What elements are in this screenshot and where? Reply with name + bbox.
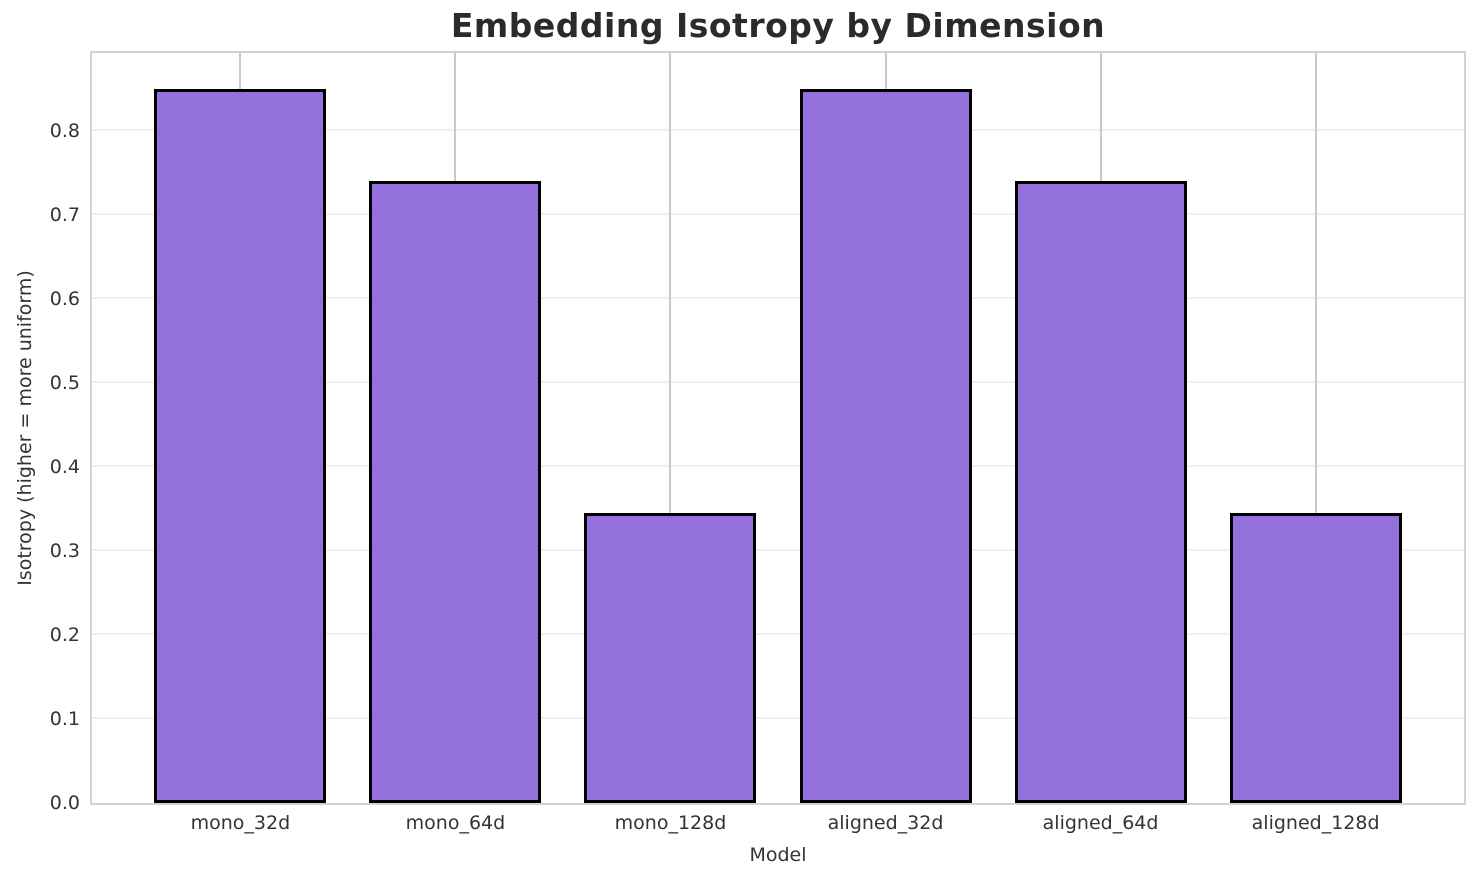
y-axis-label: Isotropy (higher = more uniform) (14, 270, 36, 586)
y-axis-tick-labels: 0.0 0.1 0.2 0.3 0.4 0.5 0.6 0.7 0.8 (0, 53, 80, 814)
y-tick-label: 0.6 (49, 287, 80, 310)
x-tick-label: aligned_32d (827, 812, 944, 834)
h-gridline (92, 464, 1464, 467)
x-axis-tick-labels: mono_32d mono_64d mono_128d aligned_32d alig… (92, 812, 1464, 838)
v-gridline (1314, 53, 1317, 803)
x-tick-label: aligned_64d (1042, 812, 1159, 834)
bar-mono_64d (369, 181, 542, 803)
x-tick-label: mono_128d (614, 812, 727, 834)
y-tick-label: 0.8 (49, 119, 80, 142)
chart-title: Embedding Isotropy by Dimension (450, 6, 1106, 45)
y-tick-label: 0.4 (49, 455, 80, 478)
bar-mono_32d (154, 88, 327, 803)
y-tick-label: 0.0 (49, 792, 80, 814)
y-tick-label: 0.5 (49, 371, 80, 394)
x-tick-label: mono_64d (405, 812, 506, 834)
bar-aligned_128d (1229, 513, 1402, 803)
x-axis-label: Model (749, 844, 807, 866)
x-tick-label: aligned_128d (1251, 812, 1380, 834)
h-gridline (92, 548, 1464, 551)
bar-aligned_64d (1014, 181, 1187, 803)
y-tick-label: 0.3 (49, 539, 80, 562)
x-tick-label: mono_32d (190, 812, 291, 834)
h-gridline (92, 632, 1464, 635)
h-gridline (92, 296, 1464, 299)
y-tick-label: 0.1 (49, 707, 80, 730)
plot-area (90, 51, 1466, 805)
h-gridline (92, 212, 1464, 215)
y-tick-label: 0.2 (49, 623, 80, 646)
bar-mono_128d (584, 513, 757, 803)
h-gridline (92, 380, 1464, 383)
v-gridline (669, 53, 672, 803)
h-gridline (92, 128, 1464, 131)
y-tick-label: 0.7 (49, 203, 80, 226)
bar-aligned_32d (799, 88, 972, 803)
h-gridline (92, 716, 1464, 719)
